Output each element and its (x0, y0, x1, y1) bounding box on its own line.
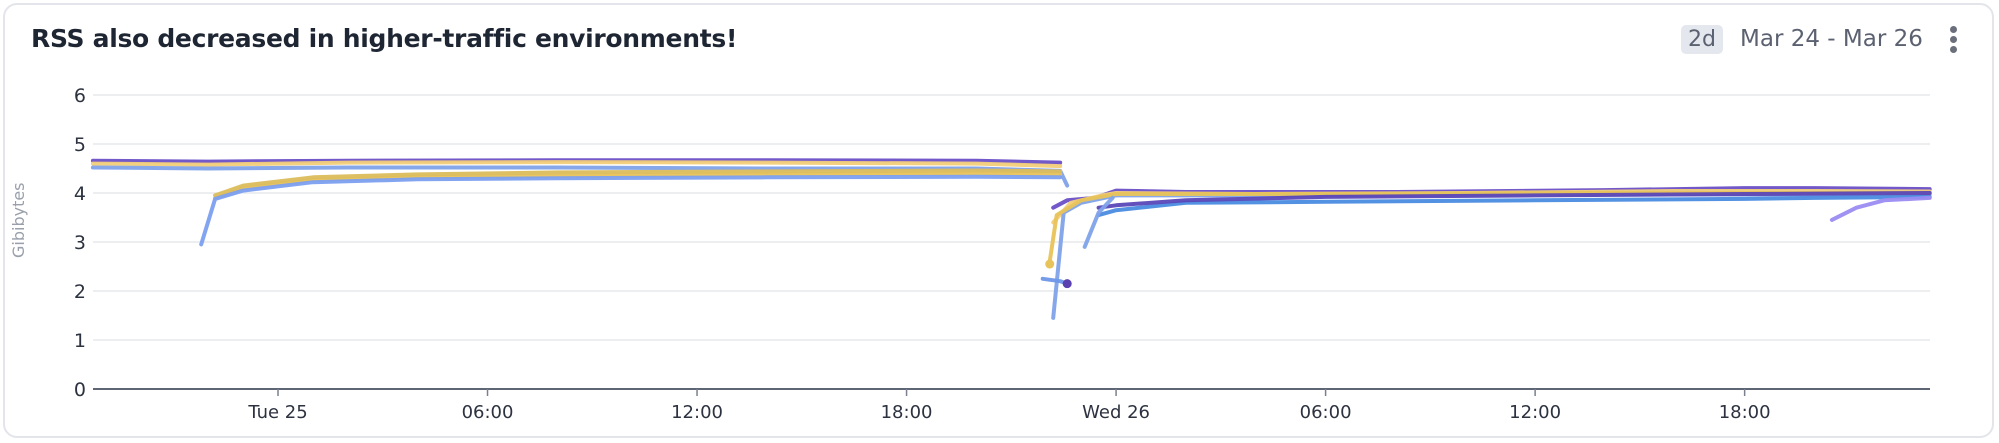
date-range[interactable]: Mar 24 - Mar 26 (1740, 26, 1923, 52)
x-tick-label: Wed 26 (1082, 402, 1150, 423)
gridlines (93, 94, 1930, 341)
y-tick-label: 0 (74, 379, 86, 401)
y-tick-label: 2 (74, 281, 86, 303)
series-line-host-i[interactable] (1829, 195, 1932, 222)
y-tick-label: 5 (74, 134, 86, 156)
series-line-host-c[interactable] (1051, 192, 1932, 320)
widget-title: RSS also decreased in higher-traffic env… (31, 24, 738, 53)
data-point-marker[interactable] (1045, 259, 1055, 269)
x-tick-label: Tue 25 (247, 402, 307, 423)
series-line-host-d[interactable] (213, 171, 1063, 200)
series-line-host-j[interactable] (1082, 195, 1115, 249)
widget-card (3, 3, 1994, 438)
y-tick-label: 3 (74, 232, 86, 254)
y-tick-label: 1 (74, 330, 86, 352)
series-line-host-f[interactable] (199, 174, 1063, 247)
y-axis-ticks: 0 1 2 3 4 5 6 (74, 85, 86, 401)
x-tick-label: 18:00 (1719, 402, 1771, 423)
series-line-host-h[interactable] (1096, 191, 1932, 210)
series-line-host-b[interactable] (90, 160, 1063, 169)
x-tick-label: 12:00 (1509, 402, 1561, 423)
x-tick-label: 18:00 (881, 402, 933, 423)
kebab-vertical-icon[interactable] (1946, 26, 1960, 58)
x-tick-label: 06:00 (1300, 402, 1352, 423)
y-tick-label: 4 (74, 183, 86, 205)
series-line-host-e[interactable] (213, 168, 1063, 198)
y-tick-label: 6 (74, 85, 86, 107)
timeframe-badge[interactable]: 2d (1681, 25, 1723, 54)
series-lines (90, 158, 1932, 320)
data-point-marker[interactable] (1062, 279, 1072, 289)
x-tick-label: 06:00 (462, 402, 514, 423)
series-line-host-g[interactable] (1096, 194, 1932, 218)
x-tick-label: 12:00 (671, 402, 723, 423)
x-axis: Tue 25 06:00 12:00 18:00 Wed 26 06:00 12:00 18:… (93, 388, 1930, 423)
